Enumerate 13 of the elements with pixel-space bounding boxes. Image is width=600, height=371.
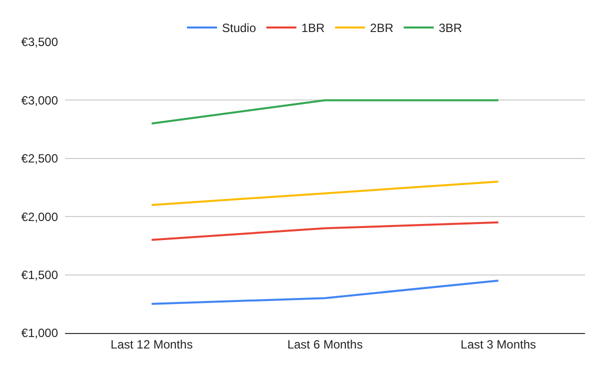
x-tick-label: Last 3 Months (460, 337, 536, 352)
x-tick-label: Last 6 Months (287, 337, 363, 352)
y-tick-label: €2,500 (21, 152, 58, 166)
y-tick-label: €1,000 (21, 326, 58, 340)
legend-label: 1BR (301, 21, 326, 36)
y-tick-label: €3,500 (21, 35, 58, 50)
y-tick-label: €2,000 (21, 210, 58, 224)
legend-label: Studio (222, 21, 256, 36)
y-tick-label: €3,000 (21, 93, 58, 108)
y-tick-label: €1,500 (21, 268, 58, 282)
legend-label: 2BR (370, 21, 394, 36)
x-tick-label: Last 12 Months (110, 337, 193, 352)
legend-label: 3BR (438, 21, 462, 36)
